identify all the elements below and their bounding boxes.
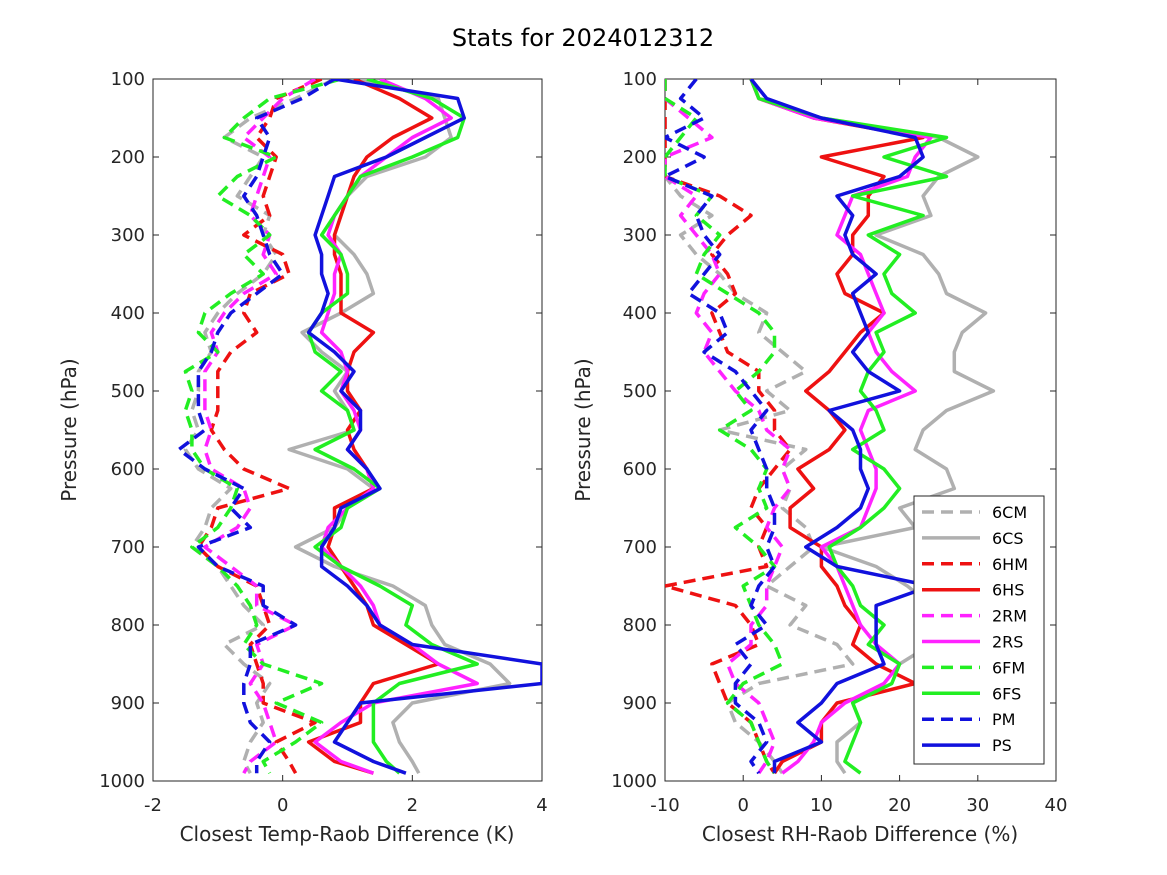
temp-y-tick-label: 400	[111, 303, 145, 324]
rh-y-tick-label: 600	[623, 459, 657, 480]
temp-x-tick-label: -2	[144, 795, 162, 816]
legend: 6CM 6CS 6HM 6HS 2RM 2RS 6FM 6FS PM PS	[913, 495, 1045, 765]
rh-series-2rm	[665, 79, 792, 775]
rh-y-tick-label: 700	[623, 537, 657, 558]
temp-y-tick-label: 900	[111, 693, 145, 714]
rh-series-ps	[749, 79, 933, 774]
legend-label-2rs: 2RS	[992, 633, 1023, 652]
legend-items: 6CM 6CS 6HM 6HS 2RM 2RS 6FM 6FS PM PS	[922, 503, 1028, 755]
rh-x-tick-label: 40	[1045, 795, 1068, 816]
rh-y-tick-label: 900	[623, 693, 657, 714]
temp-y-tick-label: 300	[111, 225, 145, 246]
legend-label-6hm: 6HM	[992, 555, 1028, 574]
temp-series-6fm	[183, 79, 342, 775]
rh-x-tick-label: 30	[966, 795, 989, 816]
legend-label-6hs: 6HS	[992, 581, 1024, 600]
temp-axis-ticks: -2 0 2 4 100 200 300 400 500 600 700 800 900 1000	[99, 69, 548, 816]
rh-y-tick-label: 400	[623, 303, 657, 324]
temp-y-tick-label: 600	[111, 459, 145, 480]
rh-y-tick-label: 500	[623, 381, 657, 402]
temp-y-tick-label: 800	[111, 615, 145, 636]
legend-label-2rm: 2RM	[992, 607, 1027, 626]
temp-series-ps	[306, 79, 542, 775]
legend-label-6cm: 6CM	[992, 503, 1027, 522]
rh-x-axis-label: Closest RH-Raob Difference (%)	[702, 822, 1018, 846]
temp-y-tick-label: 100	[111, 69, 145, 90]
rh-y-tick-label: 100	[623, 69, 657, 90]
rh-x-tick-label: 20	[888, 795, 911, 816]
rh-series-6hs	[749, 79, 925, 775]
rh-series-6hm	[665, 79, 792, 775]
rh-x-tick-label: 10	[810, 795, 833, 816]
rh-y-tick-label: 1000	[611, 771, 657, 792]
temp-y-tick-label: 700	[111, 537, 145, 558]
rh-series-pm	[665, 79, 777, 775]
legend-label-pm: PM	[992, 710, 1015, 729]
rh-panel: -10 0 10 20 30 40 100 200 300 400 500 600 700 800 900 1…	[571, 69, 1067, 846]
rh-x-tick-label: 0	[737, 795, 748, 816]
legend-label-6cs: 6CS	[992, 529, 1024, 548]
temp-x-tick-label: 0	[277, 795, 288, 816]
temp-series-pm	[177, 79, 336, 774]
temp-x-tick-label: 4	[536, 795, 547, 816]
temp-panel: -2 0 2 4 100 200 300 400 500 600 700 800 900 1000 Clo…	[57, 69, 548, 846]
temp-series-6hm	[196, 79, 323, 775]
temp-y-tick-label: 200	[111, 147, 145, 168]
rh-y-axis-label: Pressure (hPa)	[571, 358, 595, 501]
rh-axis-ticks: -10 0 10 20 30 40 100 200 300 400 500 600 700 800 900 1…	[611, 69, 1067, 816]
legend-label-ps: PS	[992, 736, 1012, 755]
temp-x-axis-label: Closest Temp-Raob Difference (K)	[180, 822, 515, 846]
temp-y-axis-label: Pressure (hPa)	[57, 358, 81, 501]
temp-series-6fs	[306, 79, 479, 775]
temp-series-6cm	[183, 79, 336, 775]
rh-series-lines	[665, 79, 996, 775]
temp-x-tick-label: 2	[407, 795, 418, 816]
rh-y-tick-label: 200	[623, 147, 657, 168]
figure-title: Stats for 2024012312	[452, 24, 714, 52]
rh-x-tick-label: -10	[650, 795, 679, 816]
rh-y-tick-label: 300	[623, 225, 657, 246]
rh-series-6fs	[749, 79, 949, 775]
legend-label-6fs: 6FS	[992, 684, 1021, 703]
legend-label-6fm: 6FM	[992, 658, 1025, 677]
temp-y-tick-label: 1000	[99, 771, 145, 792]
temp-series-lines	[177, 79, 542, 775]
rh-y-tick-label: 800	[623, 615, 657, 636]
temp-y-tick-label: 500	[111, 381, 145, 402]
